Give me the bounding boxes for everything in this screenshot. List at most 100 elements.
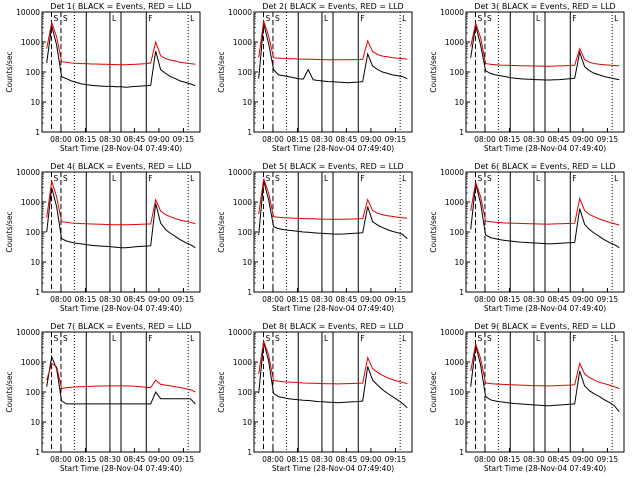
panel-6-xtick-label: 09:00 [572,295,594,304]
panel-2-marker-letter: L [324,14,329,23]
panel-5-xtick-label: 08:45 [336,295,358,304]
panel-9-ytick-label: 10000 [440,328,464,337]
panel-7-ytick-label: 10 [30,418,40,427]
panel-8-xtick-label: 09:15 [385,455,407,464]
panel-9-xtick-label: 08:00 [474,455,496,464]
panel-3-ytick-label: 1 [459,128,464,137]
panel-5-xtick-label: 08:30 [311,295,333,304]
panel-7-ytick-label: 1 [35,448,40,457]
panel-4-xtick-label: 09:15 [173,295,195,304]
panel-8-xtick-label: 08:30 [311,455,333,464]
panel-7-marker-letter: L [112,334,117,343]
panel-9-xtick-label: 09:00 [572,455,594,464]
panel-3-xtick-label: 08:30 [523,135,545,144]
panel-8-marker-letter: L [402,334,407,343]
panel-6-ytick-label: 1000 [445,198,464,207]
panel-5-ytick-label: 10000 [228,168,252,177]
panel-5-ytick-label: 10 [242,258,252,267]
panel-2-xtick-label: 08:30 [311,135,333,144]
panel-7-xtick-label: 08:30 [99,455,121,464]
panel-3-xtick-label: 08:00 [474,135,496,144]
panel-1-series-events-line [46,25,196,88]
panel-8-series-events-line [258,342,408,409]
panel-6-xtick-label: 08:45 [548,295,570,304]
panel-4-marker-letter: S [63,174,68,183]
panel-9-xtick-label: 08:15 [499,455,521,464]
panel-8-ytick-label: 1000 [233,358,252,367]
panel-5-xtick-label: 09:15 [385,295,407,304]
panel-4-ytick-label: 1000 [21,198,40,207]
panel-3-ytick-label: 1000 [445,38,464,47]
panel-6-ytick-label: 10000 [440,168,464,177]
panel-2-ytick-label: 10000 [228,8,252,17]
panel-1-ytick-label: 10000 [16,8,40,17]
panel-1-xtick-label: 09:15 [173,135,195,144]
panel-6-xtick-label: 08:30 [523,295,545,304]
panel-9-ytick-label: 10 [454,418,464,427]
panel-4-xtick-label: 08:45 [124,295,146,304]
panel-2-marker-letter: L [402,14,407,23]
panel-9-xtick-label: 09:15 [597,455,619,464]
panel-1-xtick-label: 08:45 [124,135,146,144]
panel-1-ylabel: Counts/sec [5,51,14,92]
panel-7-xtick-label: 08:00 [50,455,72,464]
panel-3-marker-letter: L [536,14,541,23]
panel-9-series-events-line [470,345,620,413]
panel-8-ytick-label: 10000 [228,328,252,337]
panel-1-marker-letter: L [112,14,117,23]
panel-3-xtick-label: 09:00 [572,135,594,144]
panel-1-xlabel: Start Time (28-Nov-04 07:49:40) [60,144,182,153]
panel-6-xtick-label: 08:00 [474,295,496,304]
panel-9-ytick-label: 1 [459,448,464,457]
panel-2-xtick-label: 09:00 [360,135,382,144]
panel-1-xtick-label: 08:00 [50,135,72,144]
panel-4-xlabel: Start Time (28-Nov-04 07:49:40) [60,304,182,313]
panel-4-xtick-label: 08:00 [50,295,72,304]
panel-6-ylabel: Counts/sec [429,211,438,252]
panel-2-series-lld-line [258,20,408,61]
panel-5-title: Det 5( BLACK = Events, RED = LLD [262,162,403,171]
panel-9-ylabel: Counts/sec [429,371,438,412]
panel-5-marker-letter: S [265,174,270,183]
panel-8-marker-letter: L [324,334,329,343]
panel-4-xtick-label: 08:30 [99,295,121,304]
panel-1-series-lld-line [46,20,196,66]
panel-4-ytick-label: 10 [30,258,40,267]
panel-2-ytick-label: 100 [238,68,253,77]
panel-8-xtick-label: 09:00 [360,455,382,464]
panel-5-series-events-line [258,180,408,240]
panel-6-marker-letter: L [536,174,541,183]
panel-8-xtick-label: 08:00 [262,455,284,464]
panel-2-title: Det 2( BLACK = Events, RED = LLD [262,2,403,11]
panel-2-xtick-label: 09:15 [385,135,407,144]
panel-1-title: Det 1( BLACK = Events, RED = LLD [50,2,191,11]
panel-8-marker-letter: F [360,334,364,343]
panel-1-xtick-label: 08:30 [99,135,121,144]
panel-7-marker-letter: F [148,334,152,343]
panel-4-marker-letter: L [112,174,117,183]
panel-9-marker-letter: F [572,334,576,343]
panel-9-title: Det 9( BLACK = Events, RED = LLD [474,322,615,331]
panel-1-marker-letter: S [63,14,68,23]
panel-4-title: Det 4( BLACK = Events, RED = LLD [50,162,191,171]
panel-4-xtick-label: 09:00 [148,295,170,304]
panel-7-series-events-line [46,354,196,405]
panel-2-ytick-label: 1000 [233,38,252,47]
panel-4-ytick-label: 100 [26,228,41,237]
panel-9-series-lld-line [470,343,620,390]
panel-3-xlabel: Start Time (28-Nov-04 07:49:40) [484,144,606,153]
panel-5-ylabel: Counts/sec [217,211,226,252]
panel-9-xtick-label: 08:45 [548,455,570,464]
panel-3-ytick-label: 10 [454,98,464,107]
panel-1-xtick-label: 08:15 [75,135,97,144]
panel-2-series-events-line [258,23,408,84]
panel-3-xtick-label: 08:45 [548,135,570,144]
panel-7-ytick-label: 10000 [16,328,40,337]
panel-7-ytick-label: 1000 [21,358,40,367]
panel-1-ytick-label: 1000 [21,38,40,47]
panel-5-series-lld-line [258,178,408,220]
panel-2-marker-letter: F [360,14,364,23]
panel-4-ytick-label: 10000 [16,168,40,177]
panel-6-ytick-label: 100 [450,228,465,237]
panel-3-marker-letter: L [614,14,619,23]
